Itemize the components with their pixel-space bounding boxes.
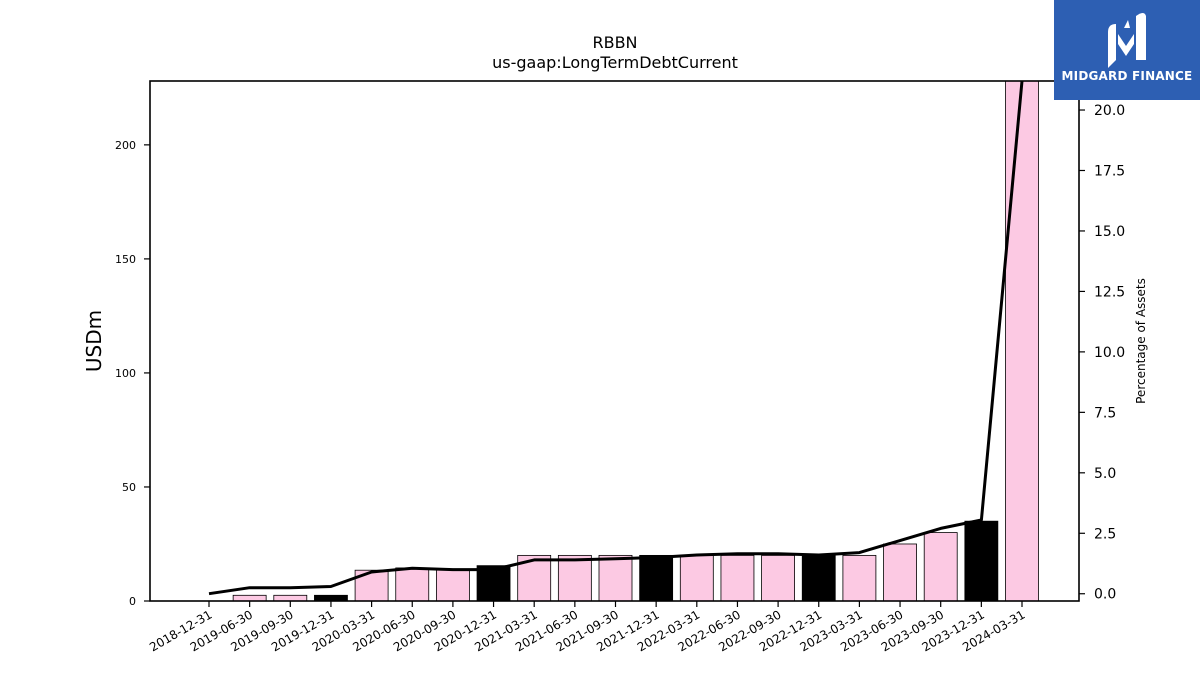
bar-2023-03-31: [842, 554, 877, 602]
chart-subtitle: us-gaap:LongTermDebtCurrent: [492, 53, 738, 72]
y2-tick-label-17.5: 17.5: [1094, 163, 1125, 179]
bar-2019-09-30: [273, 594, 308, 602]
y-tick-label-50: 50: [122, 481, 136, 494]
logo-mark-icon: [1108, 13, 1146, 68]
bar-2024-03-31: [1005, 80, 1039, 602]
bar-2023-06-30: [883, 543, 917, 602]
y2-tick-label-7.5: 7.5: [1094, 405, 1116, 421]
y2-axis: 0.0 2.5 5.0 7.5 10.0 12.5 15.0 17.5 20.0: [1079, 103, 1125, 603]
y2-tick-label-5.0: 5.0: [1094, 466, 1116, 482]
bar-2019-06-30: [232, 594, 267, 602]
brand-logo: MIDGARD FINANCE: [1054, 0, 1200, 100]
y2-tick-label-20.0: 20.0: [1094, 103, 1125, 119]
percentage-line: [208, 80, 1024, 596]
bar-2020-06-30: [395, 567, 430, 602]
bar-2022-09-30: [761, 554, 795, 602]
chart-title: RBBN: [592, 33, 637, 52]
y2-tick-label-10.0: 10.0: [1094, 345, 1125, 361]
y2-tick-label-12.5: 12.5: [1094, 284, 1125, 300]
logo-text: MIDGARD FINANCE: [1061, 69, 1193, 83]
y-axis-label: USDm: [82, 310, 106, 372]
bars-group: [232, 80, 1039, 602]
y-tick-label-100: 100: [115, 367, 136, 380]
line-group: [208, 80, 1024, 596]
bar-2021-09-30: [598, 554, 633, 602]
bar-2022-12-31: [801, 554, 836, 602]
y-tick-label-150: 150: [115, 253, 136, 266]
bar-2023-12-31: [964, 520, 999, 602]
y-axis: 0 50 100 150 200: [115, 139, 150, 608]
y2-tick-label-15.0: 15.0: [1094, 224, 1125, 240]
x-axis: 2018-12-312019-06-302019-09-302019-12-31…: [147, 601, 1028, 654]
bar-2023-09-30: [923, 532, 958, 602]
bar-2021-06-30: [557, 554, 592, 602]
bar-2021-12-31: [639, 554, 674, 602]
y-tick-label-0: 0: [129, 595, 136, 608]
bar-2020-12-31: [476, 565, 511, 602]
bar-2019-12-31: [314, 594, 348, 602]
y2-tick-label-2.5: 2.5: [1094, 526, 1116, 542]
bar-2022-06-30: [720, 554, 755, 602]
y2-axis-label: Percentage of Assets: [1134, 278, 1148, 404]
bar-2020-09-30: [435, 568, 470, 602]
plot-frame: [149, 80, 1080, 602]
y2-tick-label-0.0: 0.0: [1094, 587, 1116, 603]
y-tick-label-200: 200: [115, 139, 136, 152]
bar-2022-03-31: [679, 554, 714, 602]
